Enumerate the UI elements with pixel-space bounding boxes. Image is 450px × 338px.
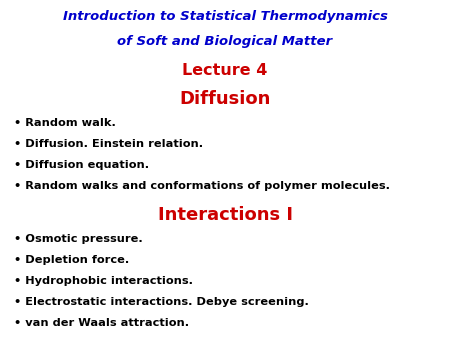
Text: • Depletion force.: • Depletion force. [14, 255, 129, 265]
Text: Lecture 4: Lecture 4 [182, 63, 268, 77]
Text: • Diffusion equation.: • Diffusion equation. [14, 160, 149, 170]
Text: • Osmotic pressure.: • Osmotic pressure. [14, 234, 142, 244]
Text: • Random walks and conformations of polymer molecules.: • Random walks and conformations of poly… [14, 181, 390, 191]
Text: Introduction to Statistical Thermodynamics: Introduction to Statistical Thermodynami… [63, 10, 387, 23]
Text: • Random walk.: • Random walk. [14, 118, 115, 128]
Text: of Soft and Biological Matter: of Soft and Biological Matter [117, 35, 333, 48]
Text: Interactions I: Interactions I [158, 206, 292, 223]
Text: • Electrostatic interactions. Debye screening.: • Electrostatic interactions. Debye scre… [14, 297, 308, 307]
Text: • van der Waals attraction.: • van der Waals attraction. [14, 318, 189, 328]
Text: • Diffusion. Einstein relation.: • Diffusion. Einstein relation. [14, 139, 203, 149]
Text: Diffusion: Diffusion [179, 90, 271, 107]
Text: • Hydrophobic interactions.: • Hydrophobic interactions. [14, 276, 193, 286]
